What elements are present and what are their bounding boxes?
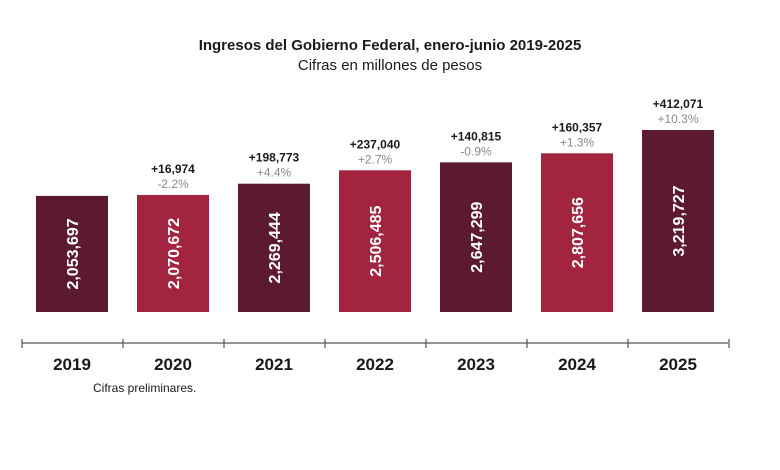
bar-2022 [339,170,411,312]
bar-2020 [137,194,209,312]
x-tick-label: 2019 [53,355,91,374]
bar-value-label: 2,269,444 [267,212,284,283]
x-tick-label: 2024 [558,355,596,374]
change-absolute-label: +198,773 [249,151,300,165]
x-tick-label: 2020 [154,355,192,374]
change-absolute-label: +16,974 [151,162,195,176]
bar-2021 [238,183,310,312]
change-percent-label: -0.9% [460,144,492,158]
change-absolute-label: +160,357 [552,120,603,134]
bar-value-label: 3,219,727 [671,185,688,256]
change-absolute-label: +237,040 [350,137,401,151]
bar-value-label: 2,807,656 [570,197,587,268]
bar-2025 [642,130,714,312]
chart-title: Ingresos del Gobierno Federal, enero-jun… [198,37,582,54]
bar-2019 [36,195,108,312]
bar-2023 [440,162,512,312]
bar-value-label: 2,506,485 [368,205,385,276]
x-tick-label: 2025 [659,355,697,374]
footnote: Cifras preliminares. [93,381,197,395]
bar-value-label: 2,070,672 [166,218,183,289]
change-percent-label: +4.4% [257,166,292,180]
x-tick-label: 2023 [457,355,495,374]
change-absolute-label: +412,071 [653,97,704,111]
chart-subtitle: Cifras en millones de pesos [297,57,483,74]
x-tick-label: 2022 [356,355,394,374]
change-percent-label: +10.3% [657,112,698,126]
change-percent-label: -2.2% [157,177,189,191]
chart-title-block: Ingresos del Gobierno Federal, enero-jun… [0,36,780,76]
change-absolute-label: +140,815 [451,129,502,143]
bar-value-label: 2,647,299 [469,201,486,272]
change-percent-label: +2.7% [358,152,393,166]
bar-2024 [541,153,613,312]
x-tick-label: 2021 [255,355,293,374]
bar-value-label: 2,053,697 [65,218,82,289]
change-percent-label: +1.3% [560,135,595,149]
